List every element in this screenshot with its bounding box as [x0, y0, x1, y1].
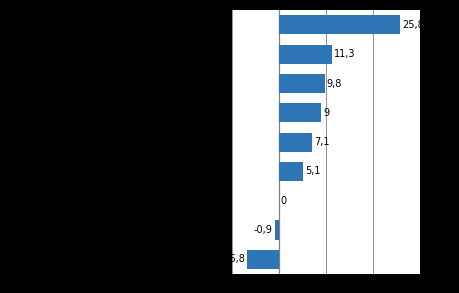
Text: -6,8: -6,8: [226, 254, 245, 264]
Bar: [274, 220, 279, 239]
Text: 9,8: 9,8: [327, 79, 342, 88]
Bar: [279, 132, 312, 152]
Bar: [279, 45, 332, 64]
Bar: [279, 103, 321, 122]
Text: 9: 9: [323, 108, 329, 118]
Text: 5,1: 5,1: [305, 166, 320, 176]
Text: 7,1: 7,1: [314, 137, 330, 147]
Text: -0,9: -0,9: [254, 225, 273, 235]
Bar: [279, 74, 325, 93]
Bar: [247, 250, 279, 269]
Text: 0: 0: [281, 196, 287, 206]
Text: 25,8: 25,8: [402, 20, 424, 30]
Bar: [279, 162, 303, 181]
Text: 11,3: 11,3: [334, 49, 355, 59]
Bar: [279, 16, 400, 35]
